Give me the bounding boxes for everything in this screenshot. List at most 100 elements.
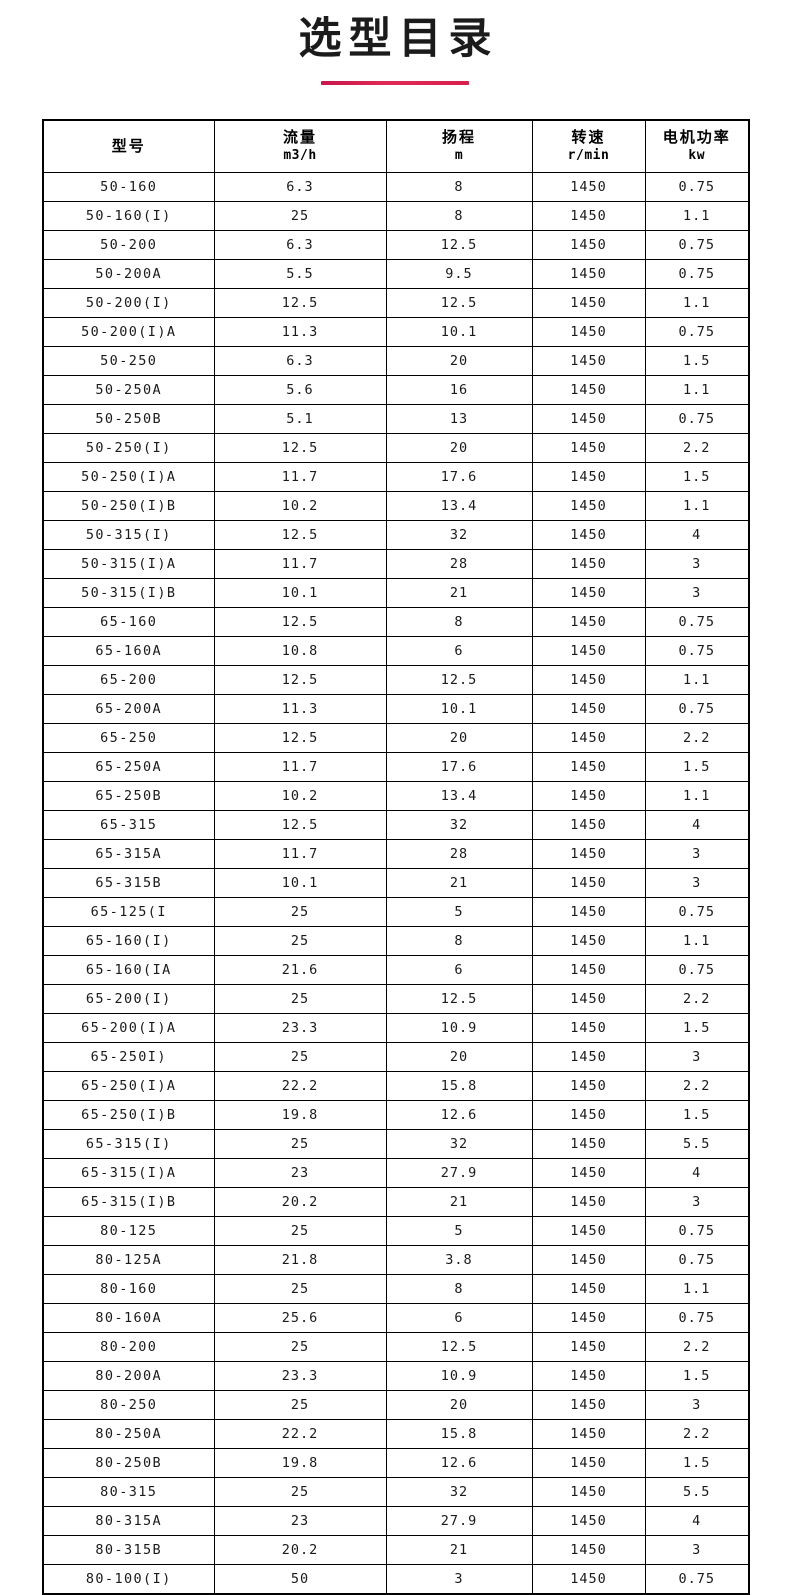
cell-power: 0.75: [644, 1302, 750, 1333]
cell-power: 1.1: [644, 200, 750, 231]
cell-flow: 10.1: [213, 867, 387, 898]
cell-power: 1.5: [644, 345, 750, 376]
cell-model: 50-200(I): [42, 287, 215, 318]
cell-model: 65-160(I): [42, 925, 215, 956]
cell-power: 0.75: [644, 316, 750, 347]
table-row: 65-250(I)B 19.8 12.6 1450 1.5: [42, 1099, 750, 1130]
column-header-unit: m: [454, 148, 464, 164]
cell-head: 8: [385, 200, 533, 231]
table-row: 50-315(I)A 11.7 28 1450 3: [42, 548, 750, 579]
cell-model: 80-160A: [42, 1302, 215, 1333]
cell-power: 1.1: [644, 925, 750, 956]
cell-flow: 5.1: [213, 403, 387, 434]
cell-head: 21: [385, 1186, 533, 1217]
cell-flow: 12.5: [213, 606, 387, 637]
cell-power: 2.2: [644, 1418, 750, 1449]
cell-speed: 1450: [531, 171, 646, 202]
table-row: 80-315B 20.2 21 1450 3: [42, 1534, 750, 1565]
cell-flow: 25: [213, 1476, 387, 1507]
cell-head: 12.5: [385, 229, 533, 260]
cell-model: 65-315(I): [42, 1128, 215, 1159]
column-header-unit: r/min: [567, 148, 610, 164]
cell-speed: 1450: [531, 983, 646, 1014]
table-header-row: 型号 流量 m3/h 扬程 m 转速 r/min 电机功率 kw: [42, 119, 750, 173]
cell-head: 9.5: [385, 258, 533, 289]
cell-power: 3: [644, 548, 750, 579]
spec-table-container: 型号 流量 m3/h 扬程 m 转速 r/min 电机功率 kw 50-160 6.3 8 1450 0…: [0, 118, 790, 1595]
cell-flow: 23.3: [213, 1012, 387, 1043]
cell-flow: 25: [213, 983, 387, 1014]
cell-model: 80-315: [42, 1476, 215, 1507]
cell-speed: 1450: [531, 1186, 646, 1217]
cell-head: 5: [385, 896, 533, 927]
cell-speed: 1450: [531, 200, 646, 231]
cell-head: 20: [385, 1041, 533, 1072]
cell-model: 50-250(I)A: [42, 461, 215, 492]
cell-model: 50-200A: [42, 258, 215, 289]
cell-flow: 6.3: [213, 229, 387, 260]
cell-head: 15.8: [385, 1418, 533, 1449]
cell-speed: 1450: [531, 287, 646, 318]
cell-power: 0.75: [644, 693, 750, 724]
column-header-unit: m3/h: [283, 148, 317, 164]
cell-model: 80-160: [42, 1273, 215, 1304]
cell-speed: 1450: [531, 1157, 646, 1188]
cell-model: 80-250: [42, 1389, 215, 1420]
cell-model: 50-160: [42, 171, 215, 202]
cell-head: 27.9: [385, 1505, 533, 1536]
cell-model: 65-315B: [42, 867, 215, 898]
cell-power: 0.75: [644, 1244, 750, 1275]
cell-flow: 25: [213, 1128, 387, 1159]
cell-speed: 1450: [531, 519, 646, 550]
cell-flow: 12.5: [213, 809, 387, 840]
cell-flow: 11.3: [213, 693, 387, 724]
cell-model: 80-315A: [42, 1505, 215, 1536]
cell-model: 80-200: [42, 1331, 215, 1362]
cell-speed: 1450: [531, 1534, 646, 1565]
cell-flow: 11.7: [213, 548, 387, 579]
table-row: 50-200(I) 12.5 12.5 1450 1.1: [42, 287, 750, 318]
cell-model: 65-250(I)A: [42, 1070, 215, 1101]
cell-head: 21: [385, 867, 533, 898]
cell-head: 3: [385, 1563, 533, 1595]
cell-power: 0.75: [644, 896, 750, 927]
cell-speed: 1450: [531, 229, 646, 260]
cell-power: 1.5: [644, 1099, 750, 1130]
cell-flow: 25: [213, 1041, 387, 1072]
cell-speed: 1450: [531, 1244, 646, 1275]
cell-flow: 6.3: [213, 171, 387, 202]
cell-head: 21: [385, 1534, 533, 1565]
cell-model: 65-250A: [42, 751, 215, 782]
column-header-head: 扬程 m: [385, 119, 533, 173]
cell-speed: 1450: [531, 577, 646, 608]
cell-flow: 11.7: [213, 751, 387, 782]
cell-flow: 50: [213, 1563, 387, 1595]
cell-speed: 1450: [531, 896, 646, 927]
cell-model: 65-250: [42, 722, 215, 753]
cell-model: 65-200: [42, 664, 215, 695]
cell-power: 3: [644, 577, 750, 608]
cell-model: 65-315A: [42, 838, 215, 869]
cell-model: 65-200(I): [42, 983, 215, 1014]
cell-head: 6: [385, 1302, 533, 1333]
table-row: 65-315(I)B 20.2 21 1450 3: [42, 1186, 750, 1217]
cell-speed: 1450: [531, 838, 646, 869]
cell-flow: 25: [213, 1389, 387, 1420]
cell-model: 65-315: [42, 809, 215, 840]
cell-flow: 23.3: [213, 1360, 387, 1391]
cell-speed: 1450: [531, 1360, 646, 1391]
cell-power: 5.5: [644, 1476, 750, 1507]
cell-head: 10.1: [385, 693, 533, 724]
cell-head: 32: [385, 519, 533, 550]
cell-flow: 11.3: [213, 316, 387, 347]
cell-model: 50-200: [42, 229, 215, 260]
cell-flow: 20.2: [213, 1186, 387, 1217]
cell-speed: 1450: [531, 461, 646, 492]
cell-model: 50-250A: [42, 374, 215, 405]
cell-power: 0.75: [644, 606, 750, 637]
title-underline-rule: [321, 80, 469, 85]
cell-power: 3: [644, 1534, 750, 1565]
column-header-speed: 转速 r/min: [531, 119, 646, 173]
cell-model: 80-125: [42, 1215, 215, 1246]
title-block: 选型目录: [0, 0, 790, 85]
